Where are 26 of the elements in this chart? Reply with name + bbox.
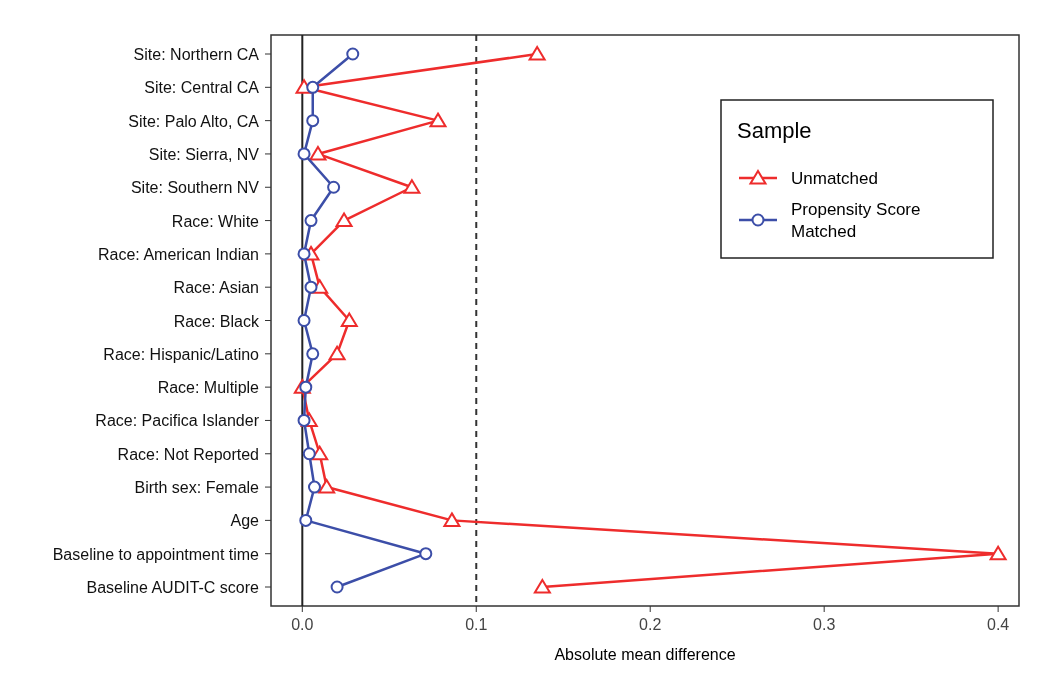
y-tick-label: Race: American Indian — [98, 245, 259, 263]
y-tick-label: Baseline AUDIT-C score — [86, 579, 260, 596]
y-tick-label: Site: Sierra, NV — [148, 145, 260, 163]
y-tick-label: Race: Not Reported — [117, 445, 259, 463]
legend-label: Propensity Score Matched — [791, 200, 921, 241]
x-axis-title: Absolute mean difference — [554, 646, 736, 663]
x-tick-label: 0.1 — [465, 616, 488, 633]
y-tick-label: Race: Black — [173, 312, 260, 330]
y-tick-label: Baseline to appointment time — [52, 545, 260, 563]
x-tick-label: 0.3 — [813, 616, 836, 633]
y-tick-label: Birth sex: Female — [134, 479, 260, 497]
y-tick-label: Race: Pacifica Islander — [95, 412, 260, 430]
y-tick-label: Race: White — [171, 212, 260, 230]
y-tick-label: Site: Palo Alto, CA — [128, 112, 260, 130]
x-tick-label: 0.2 — [639, 616, 662, 633]
legend-label: Unmatched — [791, 169, 878, 188]
legend-title: Sample — [737, 118, 812, 143]
y-tick-label: Site: Northern CA — [133, 46, 260, 63]
y-tick-label: Site: Central CA — [144, 79, 260, 97]
y-tick-label: Age — [230, 512, 260, 530]
x-tick-label: 0.4 — [987, 616, 1010, 633]
y-tick-label: Site: Southern NV — [130, 179, 260, 197]
x-tick-label: 0.0 — [291, 616, 314, 633]
y-tick-label: Race: Hispanic/Latino — [103, 345, 260, 363]
y-tick-label: Race: Asian — [173, 279, 259, 297]
y-tick-label: Race: Multiple — [157, 379, 260, 397]
